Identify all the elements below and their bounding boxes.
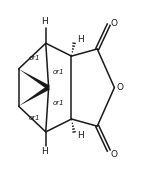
Polygon shape bbox=[19, 86, 50, 106]
Text: H: H bbox=[77, 35, 84, 44]
Text: O: O bbox=[111, 150, 118, 159]
Text: or1: or1 bbox=[53, 69, 64, 75]
Text: H: H bbox=[41, 147, 48, 156]
Text: or1: or1 bbox=[28, 115, 40, 121]
Text: or1: or1 bbox=[53, 100, 64, 106]
Text: H: H bbox=[77, 131, 84, 140]
Text: or1: or1 bbox=[28, 54, 40, 61]
Text: O: O bbox=[111, 19, 118, 28]
Text: O: O bbox=[117, 83, 124, 92]
Polygon shape bbox=[19, 69, 50, 90]
Text: H: H bbox=[41, 17, 48, 26]
